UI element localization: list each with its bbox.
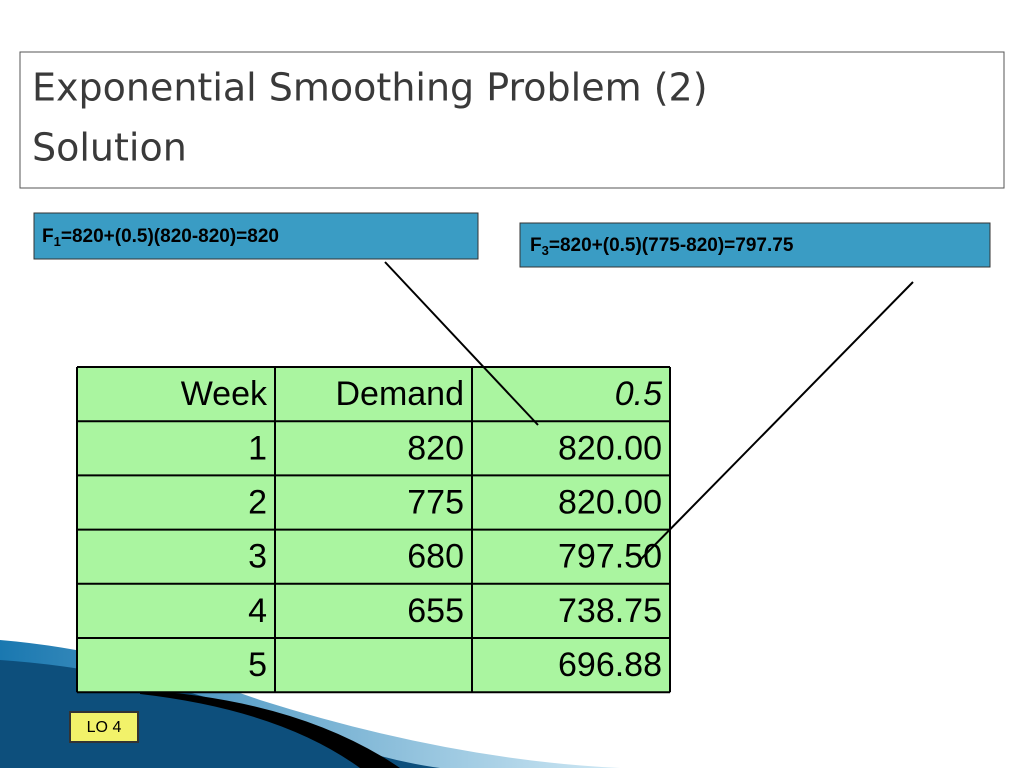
- callout-text: F3=820+(0.5)(775-820)=797.75: [530, 235, 794, 258]
- badge-box: [69, 711, 139, 743]
- callout-label: F: [530, 235, 542, 256]
- title-line: Exponential Smoothing Problem (2): [32, 66, 708, 110]
- cell: 797.50: [558, 538, 662, 576]
- callout-box: [519, 222, 991, 268]
- cell: 4: [248, 592, 267, 630]
- badge-text: LO 4: [87, 719, 122, 736]
- callout-sub: 3: [542, 243, 549, 258]
- header-cell: Demand: [335, 375, 464, 413]
- cell: 820: [407, 429, 464, 467]
- callout-label: F: [42, 226, 54, 247]
- cell: 696.88: [558, 646, 662, 684]
- connector: [639, 281, 914, 561]
- callout-sub: 1: [54, 234, 61, 249]
- decor-swoosh-line: [140, 690, 400, 768]
- header-cell: 0.5: [615, 375, 662, 413]
- cell: 3: [248, 538, 267, 576]
- callout-formula: =820+(0.5)(775-820)=797.75: [549, 235, 794, 256]
- cell: 2: [248, 483, 267, 521]
- connector: [384, 261, 539, 426]
- table: Week Demand 0.5 1 820 820.00 2 775 820.00 3 680 797…: [76, 366, 671, 694]
- header-cell: Week: [181, 375, 268, 413]
- cell: 1: [248, 429, 267, 467]
- cell: 5: [248, 646, 267, 684]
- title-box: [19, 51, 1005, 189]
- title-line: Solution: [32, 126, 187, 170]
- cell: 655: [407, 592, 464, 630]
- callout-box: [33, 212, 479, 260]
- callout-text: F1=820+(0.5)(820-820)=820: [42, 226, 279, 249]
- cell: 820.00: [558, 483, 662, 521]
- callout-formula: =820+(0.5)(820-820)=820: [61, 226, 279, 247]
- cell: 775: [407, 483, 464, 521]
- cell: 738.75: [558, 592, 662, 630]
- cell: 820.00: [558, 429, 662, 467]
- cell: 680: [407, 538, 464, 576]
